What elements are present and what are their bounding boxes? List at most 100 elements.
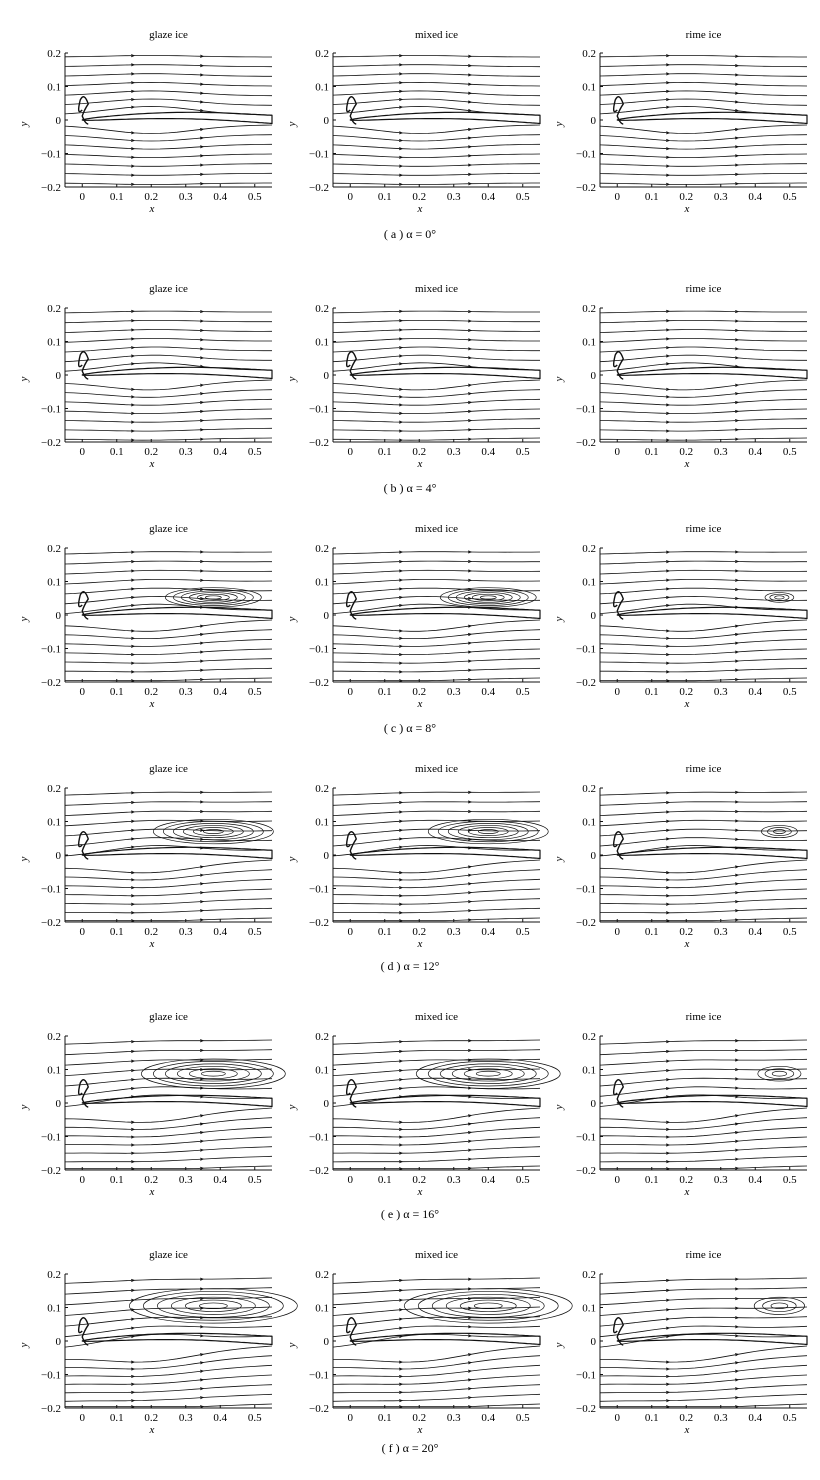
ice-accretion <box>77 831 90 860</box>
x-tick-label: 0 <box>615 191 621 203</box>
vortex-contour <box>157 1293 270 1318</box>
streamline-arrow <box>399 319 404 323</box>
row-caption: ( e ) α = 16° <box>381 1207 439 1221</box>
ice-accretion <box>612 1317 625 1346</box>
streamline <box>64 389 273 398</box>
streamline-arrow <box>734 136 740 140</box>
plot-panel: glaze ice 0.2 0.1 0 −0.1 −0.2 0 0.1 0.2 0.3 0.4 0.5… <box>18 29 273 215</box>
y-tick-label: 0.2 <box>47 1031 61 1043</box>
streamline-arrow <box>666 1317 671 1321</box>
y-tick-label: −0.2 <box>576 437 596 449</box>
vortex-contour <box>427 1061 549 1087</box>
streamline-arrow <box>131 81 136 85</box>
y-tick-label: −0.2 <box>309 182 329 194</box>
vortex-contour <box>473 1302 503 1310</box>
streamline <box>64 629 273 639</box>
streamline-arrow <box>468 659 473 663</box>
streamline-arrow <box>468 1039 473 1043</box>
streamline <box>64 1094 273 1107</box>
panel-title: glaze ice <box>149 283 188 295</box>
x-axis-label: x <box>683 698 689 710</box>
streamline-arrow <box>199 632 205 637</box>
streamline-arrow <box>735 677 740 682</box>
y-axis-label: y <box>553 376 565 382</box>
x-tick-label: 0.1 <box>110 686 124 698</box>
streamline <box>64 859 273 874</box>
streamline-arrow <box>468 1277 473 1281</box>
streamline-arrow <box>200 1405 205 1409</box>
x-tick-label: 0.5 <box>516 926 530 938</box>
streamline <box>64 619 273 632</box>
streamline <box>64 569 273 575</box>
x-axis-label: x <box>416 203 422 215</box>
airfoil-outline <box>349 846 541 860</box>
streamline <box>333 1117 541 1130</box>
streamline-arrow <box>467 1369 473 1373</box>
streamline-arrow <box>666 328 671 332</box>
streamline <box>599 638 808 647</box>
streamline-arrow <box>666 810 671 814</box>
streamline <box>599 819 808 827</box>
streamline-arrow <box>131 1288 136 1293</box>
streamline <box>599 55 807 58</box>
streamline <box>64 603 272 614</box>
airfoil-outline <box>349 606 541 620</box>
plot-panel: rime ice 0.2 0.1 0 −0.1 −0.2 0 0.1 0.2 0.3 0.4 0.5 x… <box>553 1011 808 1198</box>
streamline-arrow <box>468 1139 473 1143</box>
panel-title: rime ice <box>686 29 722 41</box>
streamline <box>64 1325 273 1338</box>
streamline-arrow <box>734 127 740 132</box>
y-tick-label: 0 <box>324 1098 330 1110</box>
plot-panel: mixed ice 0.2 0.1 0 −0.1 −0.2 0 0.1 0.2 0.3 0.4 0.5… <box>286 29 541 215</box>
streamline-arrow <box>131 919 136 923</box>
y-tick-label: 0.2 <box>315 543 329 555</box>
vortex-contour <box>165 1063 262 1084</box>
y-axis-label: y <box>18 856 30 862</box>
streamline-arrow <box>131 1143 136 1147</box>
streamline-arrow <box>399 1374 404 1379</box>
y-tick-label: 0.2 <box>47 303 61 315</box>
x-tick-label: 0.1 <box>645 1174 659 1186</box>
streamline-arrow <box>468 668 473 672</box>
streamline-arrow <box>734 624 740 628</box>
x-tick-label: 0.4 <box>481 1412 495 1424</box>
streamline-arrow <box>734 100 740 104</box>
streamline-arrow <box>666 902 671 906</box>
streamline-arrow <box>131 587 136 591</box>
streamline-arrow <box>199 100 205 104</box>
streamline-arrow <box>666 438 671 442</box>
streamline-arrow <box>131 138 136 143</box>
streamline <box>64 320 272 324</box>
streamline-arrow <box>666 1127 671 1132</box>
y-tick-label: 0.1 <box>315 337 329 349</box>
streamline-arrow <box>666 629 671 633</box>
panel-title: mixed ice <box>415 1249 458 1261</box>
x-axis-label: x <box>148 203 154 215</box>
vortex-contour <box>417 1291 559 1321</box>
streamline-arrow <box>399 1308 404 1312</box>
streamline-arrow <box>666 828 671 832</box>
streamline-arrow <box>131 155 136 159</box>
vortex-contour <box>173 823 254 841</box>
streamline-arrow <box>200 891 205 895</box>
streamline-arrow <box>735 1166 740 1170</box>
streamline-arrow <box>734 383 740 387</box>
y-axis-label: y <box>553 1342 565 1348</box>
y-tick-label: −0.2 <box>309 677 329 689</box>
y-tick-label: 0 <box>324 370 330 382</box>
streamline-arrow <box>735 91 740 95</box>
streamline <box>599 1049 808 1056</box>
streamline <box>599 1094 808 1107</box>
streamline-arrow <box>734 1122 740 1126</box>
airfoil-outline <box>616 366 808 380</box>
x-tick-label: 0 <box>80 1412 86 1424</box>
y-tick-label: −0.1 <box>309 1132 329 1144</box>
streamline-arrow <box>735 800 740 804</box>
y-tick-label: −0.2 <box>576 917 596 929</box>
vortex-contour <box>764 592 795 603</box>
streamline <box>64 106 273 116</box>
streamline-arrow <box>131 670 136 674</box>
streamline <box>599 603 807 614</box>
streamline <box>64 888 273 897</box>
vortex-contour <box>764 1068 795 1079</box>
